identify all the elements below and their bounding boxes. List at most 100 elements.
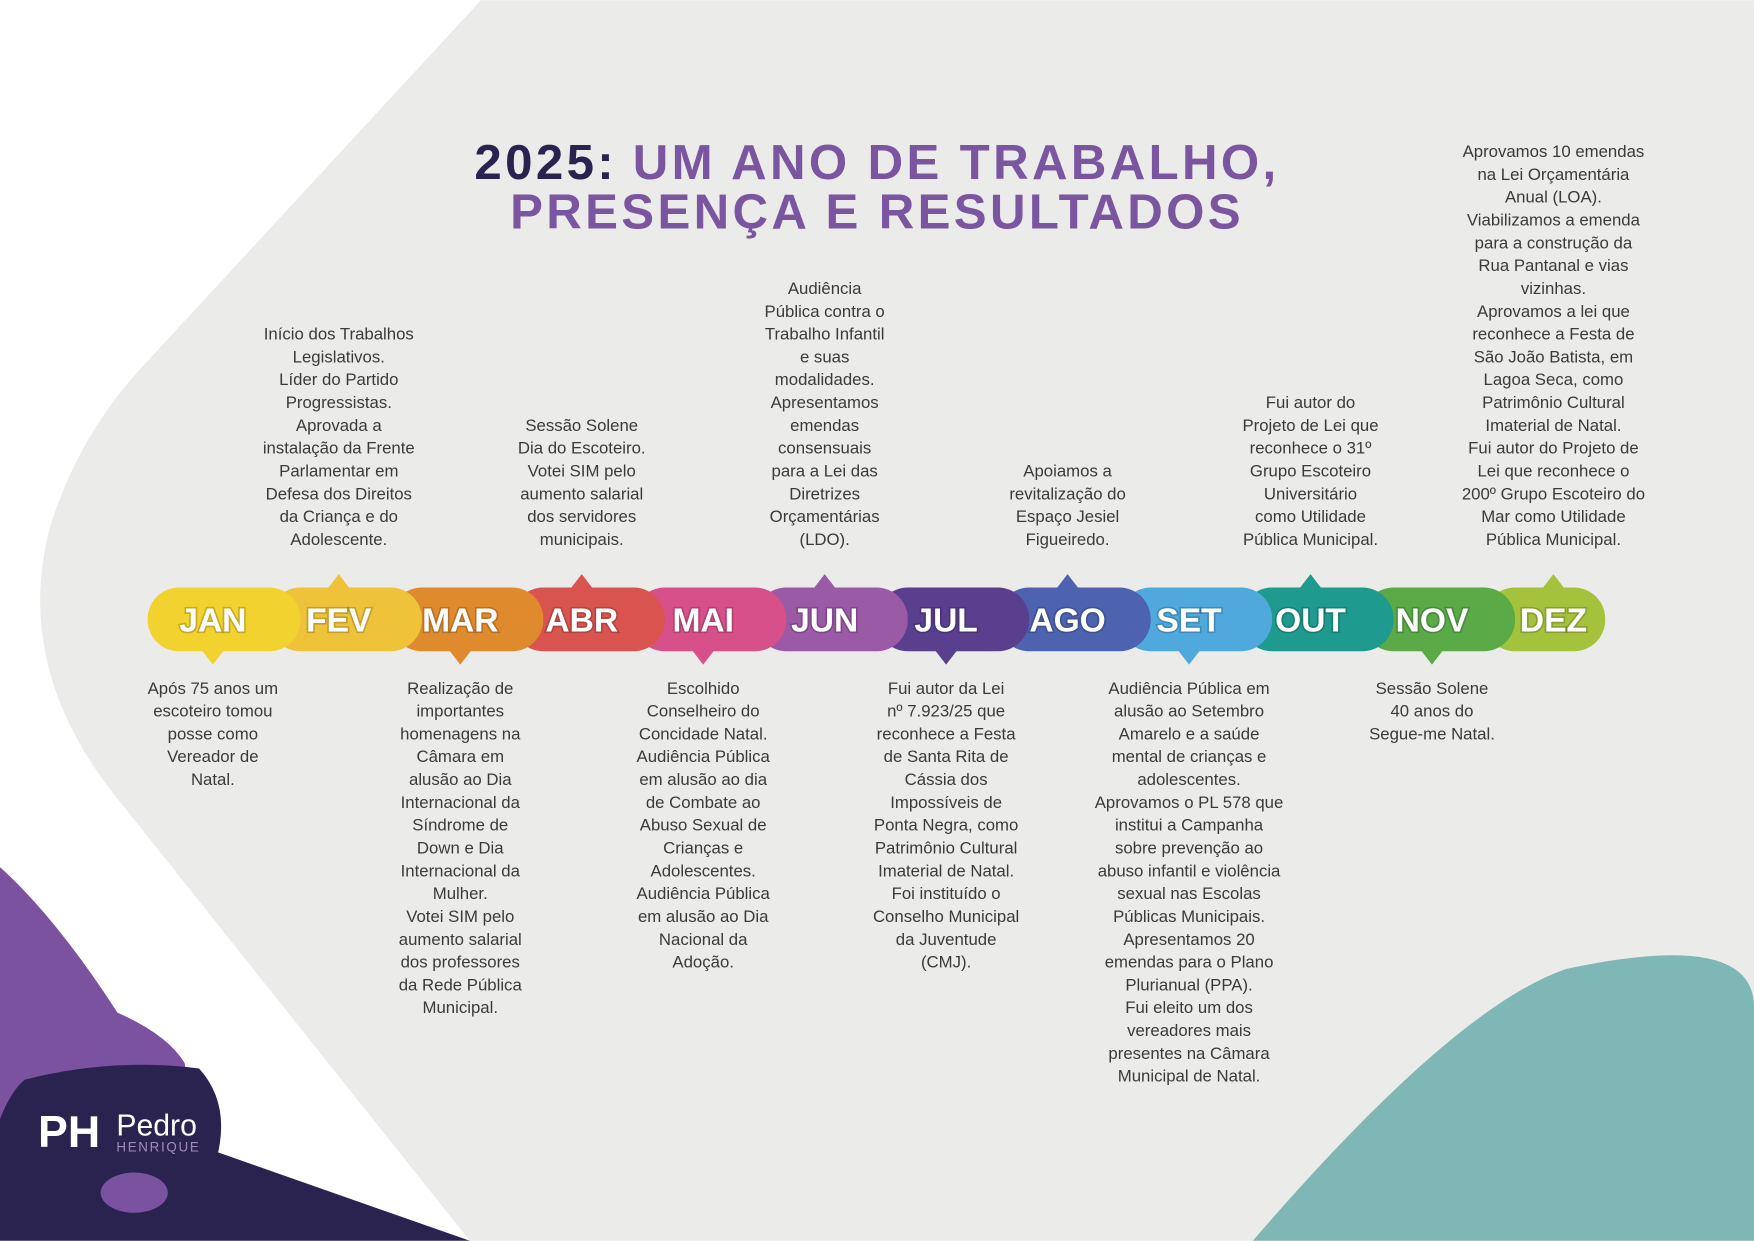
month-note: Realização de importantes homenagens na Câm… [399, 679, 523, 1017]
note-line: Crianças e [663, 839, 743, 858]
note-line: Figueiredo. [1026, 530, 1110, 549]
month-segment [754, 587, 908, 652]
month-label: JUL [914, 603, 977, 640]
note-line: aumento salarial [520, 484, 643, 503]
month-note: Sessão Solene Dia do Escoteiro. Votei SIM … [518, 416, 646, 549]
note-line: Patrimônio Cultural [1482, 393, 1625, 412]
note-line: Adolescentes. [651, 861, 756, 880]
note-line: Natal. [191, 770, 235, 789]
note-line: Segue-me Natal. [1369, 724, 1495, 743]
note-line: da Rede Pública [399, 975, 523, 994]
note-line: Conselheiro do [647, 702, 760, 721]
note-line: Down e Dia [417, 839, 504, 858]
note-line: 40 anos do [1390, 702, 1473, 721]
note-line: Audiência Pública em [1108, 679, 1269, 698]
note-line: Projeto de Lei que [1242, 416, 1378, 435]
note-line: Início dos Trabalhos [264, 325, 414, 344]
note-line: Audiência Pública [637, 884, 771, 903]
finger [100, 1172, 168, 1213]
logo-surname: HENRIQUE [116, 1139, 200, 1154]
logo-mark: PH [38, 1107, 100, 1157]
note-line: aumento salarial [399, 930, 522, 949]
pointer [327, 574, 350, 589]
note-line: como Utilidade [1255, 507, 1366, 526]
note-line: Imaterial de Natal. [1485, 416, 1621, 435]
note-line: (LDO). [800, 530, 850, 549]
note-line: Rua Pantanal e vias [1478, 256, 1628, 275]
note-line: dos professores [401, 953, 520, 972]
note-line: Parlamentar em [279, 462, 398, 481]
note-line: Internacional da [401, 793, 521, 812]
note-line: para a construção da [1475, 233, 1633, 252]
pointer [570, 574, 593, 589]
note-line: Universitário [1264, 484, 1357, 503]
note-line: Audiência [788, 279, 862, 298]
month-segment [1483, 587, 1606, 652]
note-line: Síndrome de [412, 816, 508, 835]
month-note: Sessão Solene 40 anos do Segue-me Natal. [1369, 679, 1495, 744]
note-line: Líder do Partido [279, 370, 398, 389]
month-label: NOV [1396, 603, 1469, 640]
note-line: posse como [168, 724, 258, 743]
note-line: Aprovada a [296, 416, 382, 435]
note-line: Adoção. [672, 953, 734, 972]
note-line: Nacional da [659, 930, 748, 949]
note-line: (CMJ). [921, 953, 971, 972]
pointer [1056, 574, 1079, 589]
note-line: Votei SIM pelo [528, 462, 636, 481]
note-line: vizinhas. [1521, 279, 1586, 298]
note-line: reconhece a Festa [877, 724, 1017, 743]
pointer [934, 650, 958, 665]
note-line: Trabalho Infantil [765, 325, 885, 344]
note-line: consensuais [778, 439, 871, 458]
note-line: revitalização do [1009, 484, 1126, 503]
note-line: Municipal de Natal. [1118, 1067, 1261, 1086]
logo-name: Pedro [116, 1110, 197, 1143]
note-line: Cássia dos [905, 770, 988, 789]
note-line: Municipal. [423, 998, 498, 1017]
note-line: instalação da Frente [263, 439, 415, 458]
month-note: Audiência Pública em alusão ao Setembro Am… [1095, 679, 1284, 1086]
note-line: Concidade Natal. [639, 724, 768, 743]
month-label: OUT [1275, 603, 1346, 640]
month-note: Audiência Pública contra o Trabalho Infant… [765, 279, 885, 549]
month-segment [997, 587, 1151, 652]
note-line: e suas [800, 347, 849, 366]
timeline: JAN Após 75 anos um escoteiro tomou posse c… [148, 142, 1645, 1086]
note-line: Internacional da [401, 861, 521, 880]
note-line: Sessão Solene [1376, 679, 1489, 698]
note-line: Lagoa Seca, como [1484, 370, 1624, 389]
note-line: Fui autor da Lei [888, 679, 1005, 698]
note-line: Dia do Escoteiro. [518, 439, 646, 458]
month-segment [269, 587, 422, 652]
note-line: Anual (LOA). [1505, 188, 1602, 207]
note-line: abuso infantil e violência [1098, 861, 1281, 880]
note-line: Legislativos. [293, 347, 385, 366]
note-line: nº 7.923/25 que [887, 702, 1005, 721]
month-segment [1240, 587, 1394, 652]
month-note: Fui autor da Lei nº 7.923/25 que reconhece… [873, 679, 1019, 972]
note-line: Pública Municipal. [1243, 530, 1378, 549]
note-line: Patrimônio Cultural [875, 839, 1018, 858]
note-line: vereadores mais [1127, 1021, 1251, 1040]
note-line: Diretrizes [789, 484, 860, 503]
title-text: UM ANO DE TRABALHO, [633, 135, 1280, 190]
note-line: da Criança e do [280, 507, 398, 526]
month-label: ABR [545, 603, 618, 640]
month-segment [390, 587, 544, 652]
month-label: DEZ [1520, 603, 1587, 640]
note-line: Mulher. [433, 884, 488, 903]
note-line: Apoiamos a [1023, 462, 1112, 481]
note-line: Públicas Municipais. [1113, 907, 1265, 926]
note-line: adolescentes. [1137, 770, 1240, 789]
month-note: Aprovamos 10 emendas na Lei Orçamentária A… [1462, 142, 1645, 549]
month-label: SET [1156, 603, 1222, 640]
month-label: JAN [179, 603, 246, 640]
note-line: Audiência Pública [637, 747, 771, 766]
note-line: Espaço Jesiel [1016, 507, 1119, 526]
note-line: Após 75 anos um [148, 679, 278, 698]
note-line: Progressistas. [286, 393, 392, 412]
month-note: Início dos Trabalhos Legislativos. Líder d… [263, 325, 415, 549]
note-line: sexual nas Escolas [1117, 884, 1261, 903]
month-label: MAR [422, 603, 498, 640]
